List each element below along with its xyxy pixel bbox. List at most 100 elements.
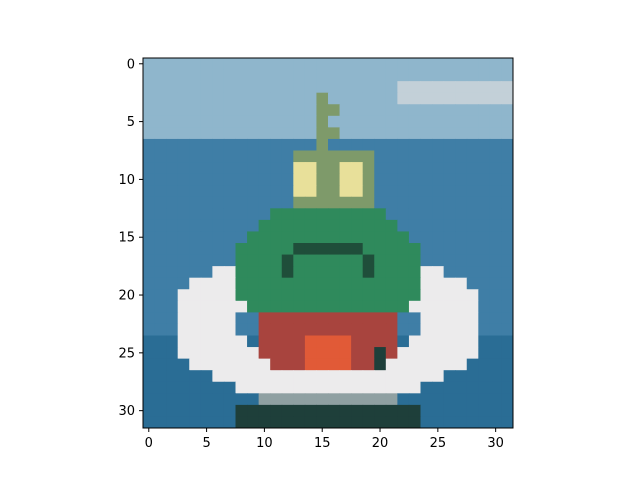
x-tick-label: 15 [314,436,331,451]
pixel-cell [143,243,156,256]
pixel-cell [177,347,190,360]
pixel-cell [478,277,491,290]
pixel-cell [351,243,364,256]
pixel-cell [177,81,190,94]
pixel-cell [362,347,375,360]
pixel-cell [374,370,387,383]
pixel-cell [166,347,179,360]
pixel-cell [328,243,341,256]
pixel-cell [143,92,156,105]
pixel-cell [223,370,236,383]
pixel-cell [154,208,167,221]
pixel-cell [501,254,514,267]
pixel-cell [304,150,317,163]
pixel-cell [235,266,248,279]
pixel-cell [293,243,306,256]
y-tick-label: 0 [127,57,135,72]
pixel-cell [223,196,236,209]
pixel-cell [258,300,271,313]
pixel-cell [489,115,502,128]
pixel-cell [212,115,225,128]
pixel-cell [432,162,445,175]
pixel-cell [455,323,468,336]
pixel-cell [397,393,410,406]
pixel-cell [200,69,213,82]
pixel-cell [316,150,329,163]
pixel-cell [189,185,202,198]
pixel-cell [212,266,225,279]
pixel-cell [235,404,248,417]
pixel-cell [143,69,156,82]
pixel-cell [154,150,167,163]
x-tick-label: 0 [145,436,153,451]
pixel-cell [339,300,352,313]
pixel-cell [397,115,410,128]
pixel-cell [304,173,317,186]
pixel-cell [247,185,260,198]
pixel-cell [362,58,375,71]
pixel-cell [235,323,248,336]
pixel-cell [385,185,398,198]
pixel-cell [270,370,283,383]
x-tick-label: 30 [487,436,504,451]
pixel-cell [397,335,410,348]
pixel-cell [304,300,317,313]
pixel-cell [478,115,491,128]
pixel-cell [212,196,225,209]
pixel-cell [443,208,456,221]
pixel-cell [501,358,514,371]
pixel-cell [351,173,364,186]
pixel-cell [455,254,468,267]
pixel-cell [316,393,329,406]
pixel-cell [489,69,502,82]
pixel-cell [362,358,375,371]
pixel-cell [212,358,225,371]
pixel-cell [154,69,167,82]
pixel-cell [247,335,260,348]
pixel-cell [177,243,190,256]
pixel-cell [189,138,202,151]
pixel-cell [351,312,364,325]
pixel-cell [270,416,283,429]
pixel-cell [200,81,213,94]
pixel-cell [293,115,306,128]
pixel-cell [455,381,468,394]
pixel-cell [247,243,260,256]
pixel-cell [466,185,479,198]
pixel-cell [189,323,202,336]
pixel-cell [501,277,514,290]
pixel-cell [466,358,479,371]
pixel-cell [177,300,190,313]
pixel-cell [281,115,294,128]
pixel-cell [235,115,248,128]
pixel-cell [432,300,445,313]
pixel-cell [328,208,341,221]
pixel-cell [154,347,167,360]
pixel-cell [177,138,190,151]
pixel-cell [189,173,202,186]
pixel-cell [293,81,306,94]
pixel-cell [235,92,248,105]
pixel-cell [166,92,179,105]
pixel-cell [281,254,294,267]
pixel-cell [212,104,225,117]
pixel-cell [247,208,260,221]
pixel-cell [212,277,225,290]
pixel-cell [166,219,179,232]
pixel-cell [339,150,352,163]
pixel-cell [420,266,433,279]
pixel-cell [281,323,294,336]
pixel-cell [235,289,248,302]
pixel-cell [455,312,468,325]
pixel-cell [293,208,306,221]
pixel-cell [339,162,352,175]
pixel-cell [420,162,433,175]
pixel-cell [143,196,156,209]
pixel-cell [443,138,456,151]
pixel-cell [293,58,306,71]
pixel-cell [143,358,156,371]
pixel-cell [501,300,514,313]
pixel-cell [212,81,225,94]
pixel-cell [432,196,445,209]
pixel-cell [316,115,329,128]
